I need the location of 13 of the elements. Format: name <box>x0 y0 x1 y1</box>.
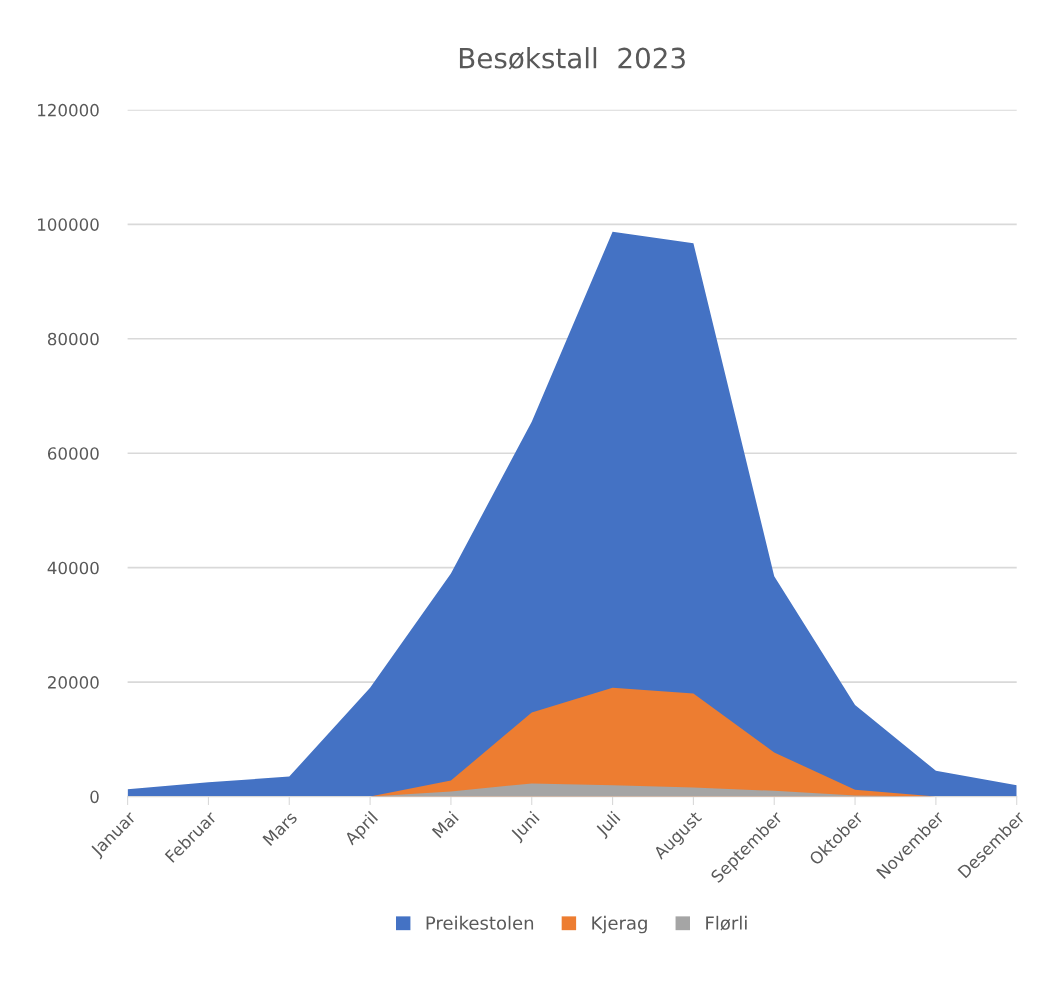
y-tick-label: 100000 <box>38 218 99 231</box>
y-tick-label: 20000 <box>48 676 99 689</box>
y-tick-label: 80000 <box>47 332 99 346</box>
chart-title: Besøkstall 2023 <box>459 47 685 70</box>
x-tick-label: Juli <box>594 810 623 840</box>
y-tick-label: 60000 <box>47 447 99 460</box>
legend-label: Flørli <box>706 915 747 931</box>
legend-label: Kjerag <box>592 915 647 934</box>
y-tick-label: 0 <box>90 790 99 804</box>
y-tick-label: 120000 <box>38 103 99 117</box>
legend-label: Preikestolen <box>426 915 534 930</box>
x-tick-label: Mai <box>431 810 459 839</box>
y-tick-label: 40000 <box>47 561 99 575</box>
